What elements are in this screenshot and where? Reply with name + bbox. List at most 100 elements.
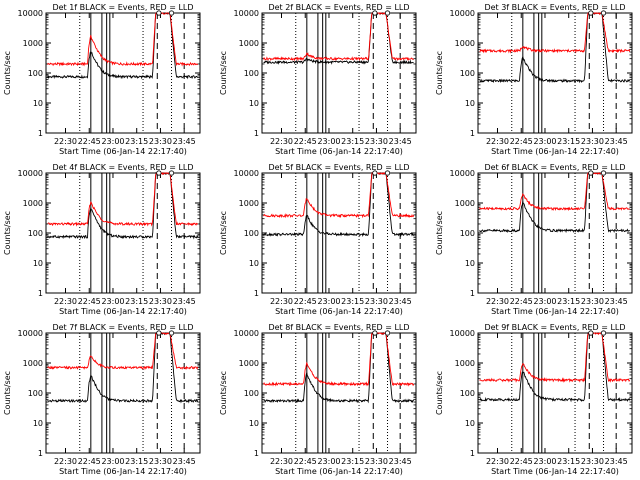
y-tick-label: 1 xyxy=(470,449,475,458)
y-tick-label: 1 xyxy=(470,289,475,298)
y-tick-label: 1000 xyxy=(455,39,475,48)
x-axis-label: Start Time (06-Jan-14 22:17:40) xyxy=(491,467,619,476)
y-axis-label: Counts/sec xyxy=(219,211,228,255)
panel-det-2f: Det 2f BLACK = Events, RED = LLD Counts/s… xyxy=(219,3,417,156)
plot-frame xyxy=(477,12,633,134)
y-tick-label: 100 xyxy=(28,229,43,238)
series-line-events xyxy=(263,12,414,65)
saa-marker-point xyxy=(588,330,594,336)
y-tick-label: 1 xyxy=(38,129,43,138)
x-tick-label: 23:00 xyxy=(101,297,124,306)
y-tick-label: 1000 xyxy=(455,359,475,368)
panel-det-1f: Det 1f BLACK = Events, RED = LLD Counts/s… xyxy=(3,3,201,156)
y-axis-label: Counts/sec xyxy=(219,51,228,95)
x-tick-label: 22:45 xyxy=(510,137,533,146)
y-tick-label: 100 xyxy=(28,389,43,398)
saa-marker-point xyxy=(156,10,162,16)
x-tick-label: 22:30 xyxy=(270,297,293,306)
panel-det-4f: Det 4f BLACK = Events, RED = LLD Counts/s… xyxy=(3,163,201,316)
y-tick-label: 100 xyxy=(460,389,475,398)
x-tick-label: 23:45 xyxy=(605,457,628,466)
y-tick-label: 10000 xyxy=(234,169,259,178)
saa-marker-point xyxy=(384,10,391,16)
y-tick-label: 100 xyxy=(244,389,259,398)
x-axis-label: Start Time (06-Jan-14 22:17:40) xyxy=(491,147,619,156)
x-tick-label: 23:30 xyxy=(581,297,604,306)
x-tick-label: 22:30 xyxy=(486,297,509,306)
x-axis-label: Start Time (06-Jan-14 22:17:40) xyxy=(59,307,187,316)
saa-marker-point xyxy=(168,330,175,336)
y-tick-label: 1 xyxy=(254,129,259,138)
y-axis-label: Counts/sec xyxy=(435,371,444,415)
x-tick-label: 23:45 xyxy=(389,457,412,466)
panel-title: Det 7f BLACK = Events, RED = LLD xyxy=(52,323,193,332)
x-tick-label: 23:30 xyxy=(149,457,172,466)
x-tick-label: 22:30 xyxy=(486,137,509,146)
x-tick-label: 22:45 xyxy=(78,137,101,146)
y-tick-label: 100 xyxy=(28,69,43,78)
y-tick-label: 10 xyxy=(249,99,259,108)
plot-frame xyxy=(477,332,633,454)
x-tick-label: 23:00 xyxy=(317,457,340,466)
plot-frame xyxy=(261,332,417,454)
panel-det-6f: Det 6f BLACK = Events, RED = LLD Counts/s… xyxy=(435,163,633,316)
x-tick-label: 22:30 xyxy=(270,457,293,466)
x-tick-label: 23:30 xyxy=(365,297,388,306)
y-tick-label: 10 xyxy=(249,259,259,268)
x-tick-label: 23:30 xyxy=(365,137,388,146)
y-axis-label: Counts/sec xyxy=(219,371,228,415)
x-tick-label: 22:45 xyxy=(510,457,533,466)
y-tick-label: 10 xyxy=(33,259,43,268)
series-line-lld xyxy=(47,171,199,227)
y-tick-label: 1 xyxy=(254,449,259,458)
x-tick-label: 23:30 xyxy=(365,457,388,466)
series-line-events xyxy=(47,12,198,80)
panel-title: Det 6f BLACK = Events, RED = LLD xyxy=(484,163,625,172)
y-tick-label: 10000 xyxy=(450,169,475,178)
y-tick-label: 100 xyxy=(460,229,475,238)
y-tick-label: 10 xyxy=(33,419,43,428)
y-tick-label: 10 xyxy=(465,419,475,428)
x-tick-label: 23:00 xyxy=(317,297,340,306)
y-tick-label: 100 xyxy=(244,229,259,238)
x-tick-label: 23:15 xyxy=(341,457,364,466)
x-tick-label: 22:45 xyxy=(78,457,101,466)
y-tick-label: 1000 xyxy=(23,359,43,368)
saa-marker-point xyxy=(156,170,162,176)
series-line-lld xyxy=(47,12,199,67)
y-tick-label: 10000 xyxy=(234,9,259,18)
panel-det-8f: Det 8f BLACK = Events, RED = LLD Counts/s… xyxy=(219,323,417,476)
panel-title: Det 4f BLACK = Events, RED = LLD xyxy=(52,163,193,172)
y-tick-label: 10 xyxy=(465,99,475,108)
x-tick-label: 23:15 xyxy=(557,457,580,466)
saa-marker-point xyxy=(384,170,391,176)
x-tick-label: 23:15 xyxy=(557,137,580,146)
series-line-events xyxy=(479,12,631,84)
y-axis-label: Counts/sec xyxy=(3,371,12,415)
panel-title: Det 9f BLACK = Events, RED = LLD xyxy=(484,323,625,332)
x-tick-label: 22:30 xyxy=(270,137,293,146)
x-tick-label: 23:30 xyxy=(149,297,172,306)
x-tick-label: 23:45 xyxy=(173,457,196,466)
x-tick-label: 23:15 xyxy=(341,137,364,146)
x-tick-label: 23:15 xyxy=(125,137,148,146)
y-axis-label: Counts/sec xyxy=(435,51,444,95)
x-tick-label: 23:30 xyxy=(149,137,172,146)
x-tick-label: 23:00 xyxy=(101,457,124,466)
y-tick-label: 1 xyxy=(38,289,43,298)
panel-title: Det 5f BLACK = Events, RED = LLD xyxy=(268,163,409,172)
saa-marker-point xyxy=(600,170,607,176)
y-axis-label: Counts/sec xyxy=(435,211,444,255)
x-tick-label: 23:45 xyxy=(389,137,412,146)
x-tick-label: 22:30 xyxy=(486,457,509,466)
y-tick-label: 10000 xyxy=(18,169,43,178)
saa-marker-point xyxy=(372,330,378,336)
y-tick-label: 10000 xyxy=(18,9,43,18)
x-tick-label: 22:30 xyxy=(54,137,77,146)
plot-frame xyxy=(45,12,201,134)
x-tick-label: 23:15 xyxy=(125,297,148,306)
panel-title: Det 2f BLACK = Events, RED = LLD xyxy=(268,3,409,12)
x-tick-label: 23:00 xyxy=(533,457,556,466)
x-axis-label: Start Time (06-Jan-14 22:17:40) xyxy=(59,467,187,476)
y-axis-label: Counts/sec xyxy=(3,211,12,255)
